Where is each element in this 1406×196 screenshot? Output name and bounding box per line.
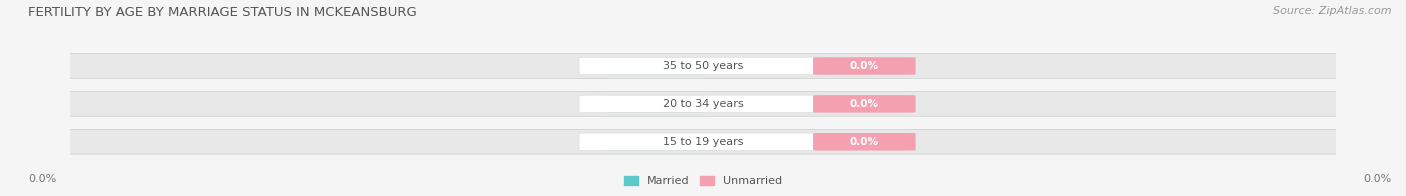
- Text: 35 to 50 years: 35 to 50 years: [662, 61, 744, 71]
- FancyBboxPatch shape: [51, 92, 1355, 116]
- FancyBboxPatch shape: [605, 133, 707, 151]
- Text: 0.0%: 0.0%: [641, 99, 671, 109]
- FancyBboxPatch shape: [579, 133, 827, 151]
- FancyBboxPatch shape: [579, 95, 827, 113]
- FancyBboxPatch shape: [813, 133, 915, 151]
- Legend: Married, Unmarried: Married, Unmarried: [620, 171, 786, 191]
- FancyBboxPatch shape: [51, 130, 1355, 154]
- FancyBboxPatch shape: [605, 57, 707, 75]
- Text: Source: ZipAtlas.com: Source: ZipAtlas.com: [1274, 6, 1392, 16]
- Text: 0.0%: 0.0%: [641, 137, 671, 147]
- FancyBboxPatch shape: [813, 95, 915, 113]
- Text: 0.0%: 0.0%: [641, 61, 671, 71]
- Text: FERTILITY BY AGE BY MARRIAGE STATUS IN MCKEANSBURG: FERTILITY BY AGE BY MARRIAGE STATUS IN M…: [28, 6, 416, 19]
- FancyBboxPatch shape: [51, 54, 1355, 78]
- Text: 0.0%: 0.0%: [28, 174, 56, 184]
- Text: 0.0%: 0.0%: [849, 137, 879, 147]
- Text: 0.0%: 0.0%: [849, 61, 879, 71]
- FancyBboxPatch shape: [579, 57, 827, 75]
- Text: 20 to 34 years: 20 to 34 years: [662, 99, 744, 109]
- Text: 0.0%: 0.0%: [1364, 174, 1392, 184]
- FancyBboxPatch shape: [813, 57, 915, 75]
- Text: 0.0%: 0.0%: [849, 99, 879, 109]
- Text: 15 to 19 years: 15 to 19 years: [662, 137, 744, 147]
- FancyBboxPatch shape: [605, 95, 707, 113]
